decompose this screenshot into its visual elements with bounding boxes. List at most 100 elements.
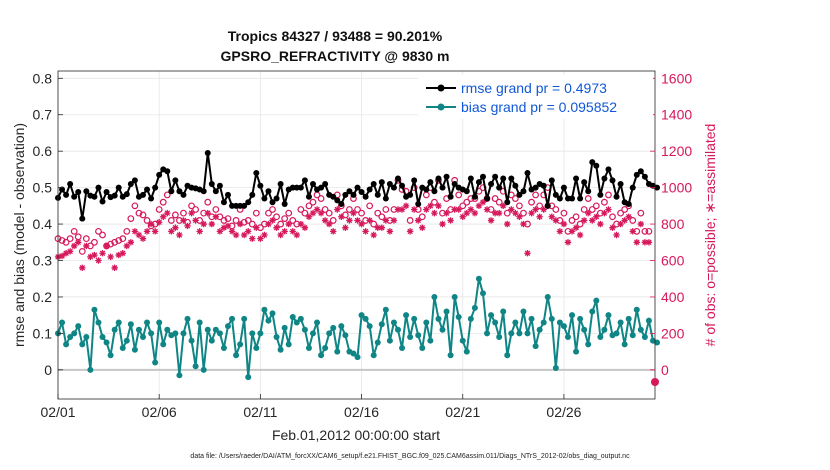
rmse-point: [378, 179, 385, 186]
assimilated-marker: [297, 220, 305, 228]
assimilated-marker: [447, 217, 454, 224]
assimilated-marker: [184, 222, 191, 230]
bias-point: [309, 330, 316, 337]
rmse-point: [131, 177, 138, 184]
possible-marker: [127, 215, 135, 223]
bias-point: [597, 334, 604, 341]
bias-point: [564, 334, 571, 341]
rmse-point: [362, 193, 369, 200]
assimilated-marker: [637, 220, 645, 228]
bias-point: [273, 334, 280, 341]
bias-point: [172, 330, 179, 337]
bias-point: [484, 330, 491, 337]
possible-marker: [99, 231, 106, 239]
bias-point: [358, 312, 365, 319]
plot-area: [58, 71, 655, 399]
legend-bias-marker: [437, 103, 445, 111]
bias-point: [390, 319, 397, 326]
rmse-point: [467, 175, 474, 182]
possible-marker: [155, 206, 163, 213]
bias-point: [281, 324, 288, 331]
assimilated-marker: [317, 209, 325, 217]
legend-box: [418, 75, 653, 119]
bias-point: [111, 326, 118, 333]
rmse-point: [637, 168, 644, 175]
bias-point: [265, 317, 272, 324]
possible-marker: [58, 237, 66, 244]
rmse-point: [471, 193, 478, 200]
rmse-point: [366, 186, 373, 193]
rmse-point: [605, 166, 612, 173]
rmse-point: [79, 215, 86, 222]
assimilated-marker: [111, 264, 118, 271]
assimilated-marker: [605, 206, 612, 213]
y-tick-label: 0.3: [33, 253, 53, 269]
possible-marker: [406, 217, 414, 224]
assimilated-marker: [386, 228, 394, 235]
bias-point: [573, 348, 580, 355]
bias-point: [386, 337, 393, 344]
possible-marker: [70, 227, 78, 235]
y-tick-label: 0.7: [33, 107, 53, 123]
possible-marker: [572, 213, 580, 221]
assimilated-marker: [609, 224, 616, 231]
y2-axis-label: # of obs: o=possible; ∗=assimilated: [702, 124, 718, 347]
rmse-point: [447, 193, 454, 200]
possible-marker: [576, 220, 584, 228]
rmse-point: [164, 168, 171, 175]
rmse-point: [552, 191, 559, 198]
bias-point: [415, 332, 422, 339]
possible-marker: [188, 202, 195, 210]
assimilated-marker: [75, 239, 82, 246]
rmse-point: [573, 175, 580, 182]
x-tick-label: 02/01: [40, 404, 75, 420]
possible-marker: [115, 237, 123, 244]
assimilated-marker: [512, 209, 519, 217]
rmse-point: [305, 193, 312, 200]
assimilated-marker: [192, 217, 199, 224]
assimilated-marker: [79, 264, 86, 271]
rmse-point: [241, 202, 248, 209]
assimilated-marker: [597, 220, 604, 228]
bias-point: [544, 293, 551, 300]
bias-point: [318, 352, 325, 359]
rmse-point: [63, 191, 70, 198]
assimilated-marker: [330, 228, 337, 235]
bias-point: [237, 341, 244, 348]
bias-point: [119, 344, 126, 351]
bias-point: [107, 352, 114, 359]
assimilated-marker: [281, 228, 288, 235]
assimilated-marker: [143, 228, 151, 235]
chart-subtitle: GPSRO_REFRACTIVITY @ 9830 m: [221, 48, 450, 64]
x-tick-label: 02/26: [546, 404, 581, 420]
y-tick-label: 0.1: [33, 325, 53, 341]
assimilated-marker: [580, 217, 588, 224]
bias-point: [350, 350, 357, 357]
rmse-point: [593, 162, 600, 169]
assimilated-marker: [176, 231, 183, 239]
assimilated-marker: [560, 220, 568, 228]
assimilated-marker: [115, 251, 122, 259]
possible-marker: [131, 202, 139, 210]
rmse-point: [520, 188, 527, 195]
assimilated-marker: [245, 228, 252, 235]
assimilated-marker: [313, 206, 321, 213]
assimilated-marker: [366, 217, 373, 224]
bias-point: [439, 326, 446, 333]
possible-marker: [309, 198, 317, 206]
bias-point: [79, 341, 86, 348]
y-tick-label: 0.2: [33, 289, 53, 305]
rmse-point: [152, 184, 159, 191]
possible-marker: [95, 227, 102, 235]
bias-point: [459, 337, 466, 344]
rmse-point: [496, 184, 503, 191]
rmse-point: [560, 184, 567, 191]
bias-point: [548, 315, 555, 322]
possible-marker: [139, 211, 147, 219]
possible-marker: [111, 238, 119, 246]
assimilated-marker: [410, 206, 418, 213]
assimilated-marker: [261, 231, 268, 239]
assimilated-marker: [398, 206, 406, 213]
y2-tick-label: 800: [661, 216, 685, 232]
bias-point: [407, 334, 414, 341]
